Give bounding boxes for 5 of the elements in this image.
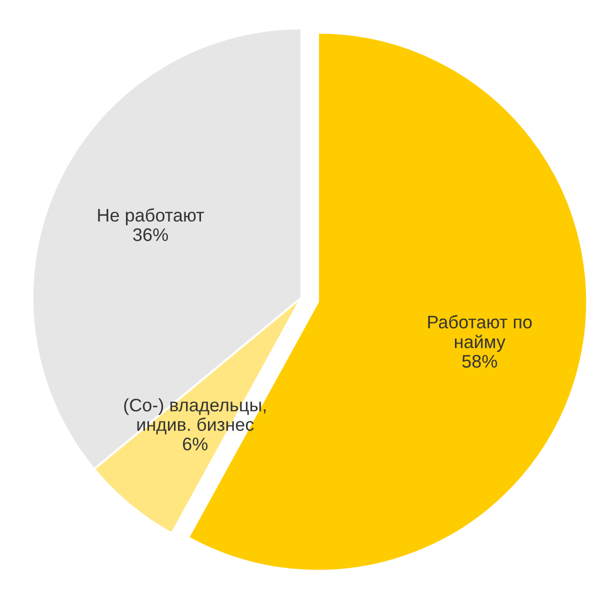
slice-label: Не работают [98,208,204,226]
data-label: 36% [133,228,168,242]
data-label: 6% [182,438,208,450]
data-label: 58% [462,354,498,368]
slice-label: Работают по найму [428,315,532,352]
